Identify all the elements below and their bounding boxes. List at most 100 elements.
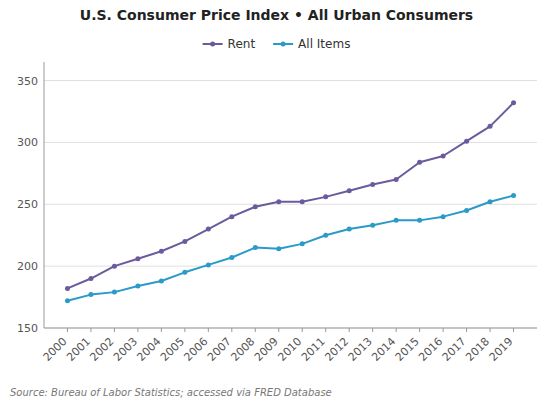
x-tick-label: 2015 bbox=[393, 335, 422, 364]
x-tick bbox=[208, 328, 209, 332]
x-tick-label: 2006 bbox=[181, 335, 210, 364]
x-tick-label: 2003 bbox=[111, 335, 140, 364]
x-tick-label: 2013 bbox=[346, 335, 375, 364]
x-tick-label: 2012 bbox=[322, 335, 351, 364]
legend-label: All Items bbox=[298, 37, 350, 51]
x-tick-label: 2017 bbox=[440, 335, 469, 364]
point bbox=[135, 283, 140, 288]
legend-marker bbox=[281, 42, 286, 47]
y-axis: 150 200 250 300 350 bbox=[17, 62, 537, 335]
plot-area bbox=[65, 100, 516, 303]
legend-label: Rent bbox=[228, 37, 256, 51]
source-note: Source: Bureau of Labor Statistics; acce… bbox=[10, 387, 332, 398]
point bbox=[464, 139, 469, 144]
point bbox=[488, 199, 493, 204]
point bbox=[159, 278, 164, 283]
x-tick-label: 2002 bbox=[88, 335, 117, 364]
point bbox=[276, 246, 281, 251]
point bbox=[88, 276, 93, 281]
x-tick-label: 2010 bbox=[275, 335, 304, 364]
x-tick-label: 2014 bbox=[369, 335, 398, 364]
point bbox=[441, 214, 446, 219]
x-tick bbox=[396, 328, 397, 332]
x-tick-label: 2007 bbox=[205, 335, 234, 364]
point bbox=[206, 227, 211, 232]
point bbox=[417, 218, 422, 223]
legend-marker bbox=[210, 42, 215, 47]
x-tick bbox=[443, 328, 444, 332]
x-tick bbox=[137, 328, 138, 332]
x-tick bbox=[325, 328, 326, 332]
point bbox=[488, 124, 493, 129]
x-axis: 2000200120022003200420052006200720082009… bbox=[41, 328, 537, 364]
point bbox=[253, 245, 258, 250]
x-tick bbox=[231, 328, 232, 332]
point bbox=[112, 290, 117, 295]
x-tick bbox=[161, 328, 162, 332]
grid-line bbox=[44, 328, 537, 329]
grid-line bbox=[44, 204, 537, 205]
point bbox=[441, 154, 446, 159]
y-tick-label: 350 bbox=[17, 75, 38, 88]
x-tick-label: 2016 bbox=[416, 335, 445, 364]
y-tick-label: 150 bbox=[17, 322, 38, 335]
chart: U.S. Consumer Price Index • All Urban Co… bbox=[0, 0, 553, 404]
x-tick-label: 2011 bbox=[299, 335, 328, 364]
x-tick bbox=[67, 328, 68, 332]
point bbox=[417, 160, 422, 165]
x-tick-label: 2019 bbox=[487, 335, 516, 364]
point bbox=[323, 233, 328, 238]
point bbox=[511, 193, 516, 198]
x-tick bbox=[419, 328, 420, 332]
y-axis-line bbox=[44, 62, 45, 328]
x-tick bbox=[490, 328, 491, 332]
point bbox=[182, 270, 187, 275]
point bbox=[300, 199, 305, 204]
title: U.S. Consumer Price Index • All Urban Co… bbox=[80, 7, 473, 23]
x-tick-label: 2009 bbox=[252, 335, 281, 364]
y-tick-label: 300 bbox=[17, 136, 38, 149]
series-line bbox=[67, 196, 513, 301]
point bbox=[276, 199, 281, 204]
x-tick bbox=[114, 328, 115, 332]
point bbox=[464, 208, 469, 213]
point bbox=[182, 239, 187, 244]
x-tick-label: 2018 bbox=[463, 335, 492, 364]
x-tick-label: 2005 bbox=[158, 335, 187, 364]
x-tick-label: 2004 bbox=[135, 335, 164, 364]
series-line bbox=[67, 103, 513, 289]
x-axis-line bbox=[44, 328, 537, 329]
x-tick bbox=[90, 328, 91, 332]
point bbox=[370, 223, 375, 228]
point bbox=[206, 262, 211, 267]
point bbox=[323, 194, 328, 199]
x-tick bbox=[349, 328, 350, 332]
point bbox=[88, 292, 93, 297]
x-tick bbox=[278, 328, 279, 332]
y-tick-label: 200 bbox=[17, 260, 38, 273]
legend: Rent All Items bbox=[203, 37, 351, 51]
point bbox=[65, 298, 70, 303]
x-tick-label: 2000 bbox=[41, 335, 70, 364]
x-tick bbox=[372, 328, 373, 332]
point bbox=[229, 255, 234, 260]
point bbox=[253, 204, 258, 209]
x-tick bbox=[513, 328, 514, 332]
x-tick bbox=[255, 328, 256, 332]
point bbox=[394, 218, 399, 223]
point bbox=[135, 256, 140, 261]
point bbox=[394, 177, 399, 182]
point bbox=[112, 264, 117, 269]
legend-item: All Items bbox=[273, 37, 350, 51]
x-tick bbox=[466, 328, 467, 332]
point bbox=[370, 182, 375, 187]
x-tick-label: 2008 bbox=[228, 335, 257, 364]
point bbox=[511, 100, 516, 105]
point bbox=[300, 241, 305, 246]
point bbox=[347, 227, 352, 232]
point bbox=[347, 188, 352, 193]
point bbox=[159, 249, 164, 254]
grid-line bbox=[44, 80, 537, 81]
legend-item: Rent bbox=[203, 37, 256, 51]
y-tick-label: 250 bbox=[17, 198, 38, 211]
